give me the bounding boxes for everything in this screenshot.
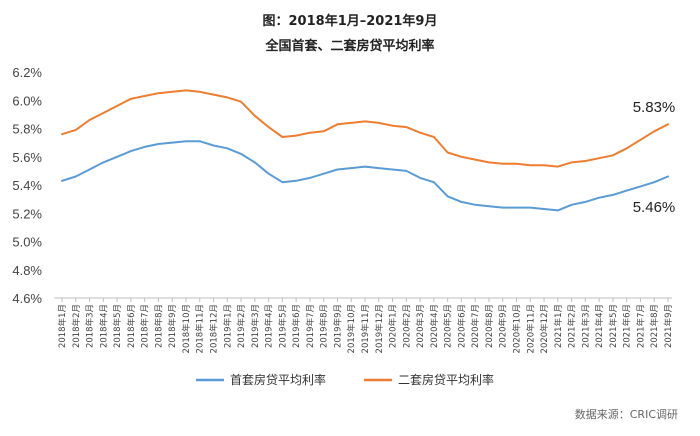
x-tick-label: 2019年11月	[360, 304, 371, 353]
x-tick-label: 2021年1月	[553, 304, 564, 348]
y-tick-label: 6.2%	[12, 65, 42, 80]
series-line-first-home	[61, 140, 669, 212]
x-tick-label: 2021年6月	[622, 304, 633, 348]
x-tick-label: 2020年7月	[470, 304, 481, 348]
x-tick-label: 2019年12月	[374, 304, 385, 353]
legend: 首套房贷平均利率 二套房贷平均利率	[196, 372, 494, 387]
end-value-label-second-home: 5.83%	[633, 99, 676, 116]
legend-label: 二套房贷平均利率	[398, 372, 494, 387]
x-tick-label: 2020年2月	[401, 304, 412, 348]
x-tick-label: 2019年5月	[277, 304, 288, 348]
y-tick-label: 5.6%	[12, 150, 42, 165]
x-tick-label: 2020年11月	[525, 304, 536, 353]
end-value-label-first-home: 5.46%	[633, 199, 676, 216]
legend-label: 首套房贷平均利率	[230, 372, 326, 387]
series-layer	[61, 89, 669, 212]
y-tick-label: 4.6%	[12, 291, 42, 306]
x-tick-label: 2020年12月	[539, 304, 550, 353]
x-tick-label: 2020年4月	[429, 304, 440, 348]
x-tick-label: 2019年8月	[319, 304, 330, 348]
x-tick-label: 2020年10月	[512, 304, 523, 353]
x-tick-label: 2019年10月	[346, 304, 357, 353]
x-tick-label: 2021年9月	[663, 304, 674, 348]
x-tick-label: 2021年3月	[580, 304, 591, 348]
x-tick-label: 2018年4月	[98, 304, 109, 348]
x-tick-label: 2018年11月	[195, 304, 206, 353]
x-tick-label: 2020年3月	[415, 304, 426, 348]
x-tick-label: 2018年7月	[140, 304, 151, 348]
x-tick-label: 2020年6月	[456, 304, 467, 348]
x-tick-label: 2021年7月	[635, 304, 646, 348]
series-line-second-home	[61, 89, 669, 168]
x-tick-label: 2021年2月	[567, 304, 578, 348]
x-tick-label: 2018年9月	[167, 304, 178, 348]
x-tick-label: 2018年1月	[57, 304, 68, 348]
y-tick-label: 4.8%	[12, 263, 42, 278]
x-tick-label: 2021年5月	[608, 304, 619, 348]
x-tick-label: 2018年10月	[181, 304, 192, 353]
y-axis: 4.6% 4.8% 5.0% 5.2% 5.4% 5.6% 5.8% 6.0% 6.2%	[12, 65, 42, 306]
chart-title: 图：2018年1月–2021年9月	[263, 13, 438, 29]
x-tick-label: 2020年5月	[443, 304, 454, 348]
x-tick-label: 2018年8月	[153, 304, 164, 348]
x-tick-label: 2019年2月	[236, 304, 247, 348]
y-tick-label: 5.2%	[12, 206, 42, 221]
y-tick-label: 5.0%	[12, 235, 42, 250]
chart-subtitle: 全国首套、二套房贷平均利率	[264, 38, 434, 54]
x-tick-label: 2019年6月	[291, 304, 302, 348]
y-tick-label: 6.0%	[12, 93, 42, 108]
x-tick-label: 2018年6月	[126, 304, 137, 348]
x-tick-label: 2020年8月	[484, 304, 495, 348]
x-tick-label: 2019年1月	[222, 304, 233, 348]
x-tick-label: 2020年9月	[498, 304, 509, 348]
x-tick-label: 2019年3月	[250, 304, 261, 348]
x-tick-label: 2019年7月	[305, 304, 316, 348]
x-tick-label: 2019年9月	[332, 304, 343, 348]
x-axis: 2018年1月 2018年2月 2018年3月 2018年4月 2018年5月 2018年…	[54, 297, 674, 353]
end-labels: 5.46% 5.83%	[633, 99, 676, 216]
x-tick-label: 2021年4月	[594, 304, 605, 348]
x-tick-label: 2021年8月	[649, 304, 660, 348]
x-tick-label: 2018年2月	[71, 304, 82, 348]
x-tick-label: 2018年3月	[85, 304, 96, 348]
y-tick-label: 5.8%	[12, 122, 42, 137]
x-tick-label: 2018年12月	[209, 304, 220, 353]
y-tick-label: 5.4%	[12, 178, 42, 193]
x-tick-label: 2020年1月	[388, 304, 399, 348]
x-tick-label: 2018年5月	[112, 304, 123, 348]
data-source-note: 数据来源：CRIC调研	[575, 407, 678, 421]
x-tick-label: 2019年4月	[264, 304, 275, 348]
